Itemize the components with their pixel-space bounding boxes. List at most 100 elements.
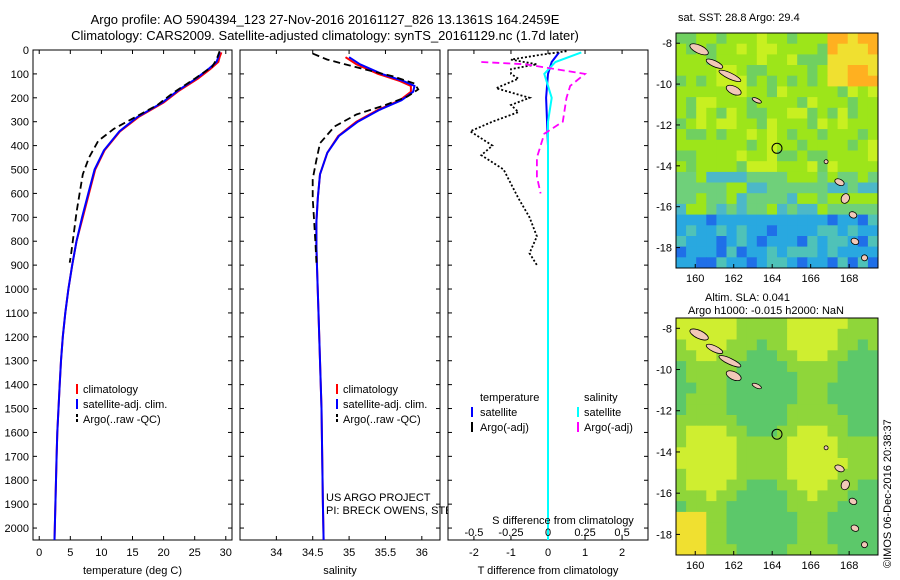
sla-map-cell — [797, 350, 808, 362]
sst-map-cell — [686, 193, 697, 205]
legend-header-salinity: salinity — [584, 392, 618, 404]
sst-map-cell — [686, 97, 697, 109]
sst-map-cell — [746, 161, 758, 173]
sst-map-cell — [787, 203, 798, 216]
island — [705, 58, 724, 69]
sst-map-cell — [867, 118, 879, 130]
sst-map-cell — [837, 214, 849, 226]
sst-map-cell — [746, 150, 758, 162]
sla-map-cell — [746, 447, 758, 459]
sst-map-cell — [837, 54, 849, 66]
sla-map-cell — [807, 350, 818, 362]
sla-map-cell — [716, 328, 727, 341]
sla-map-cell — [787, 533, 798, 545]
sla-map-cell — [847, 501, 859, 513]
sla-map-cell — [756, 511, 768, 524]
temperature-xlabel: temperature (deg C) — [83, 565, 182, 577]
sst-map-cell — [857, 193, 869, 205]
sla-map-cell — [756, 328, 768, 341]
sst-map-cell — [686, 246, 697, 258]
sst-map-cell — [686, 150, 697, 162]
island — [725, 84, 742, 96]
sla-map-cell — [756, 501, 768, 513]
sla-map-cell — [857, 479, 869, 491]
sst-map-cell — [736, 225, 748, 237]
sla-map-cell — [857, 328, 869, 341]
sst-map-cell — [696, 75, 707, 87]
map-ytick-label: -16 — [656, 488, 672, 500]
sst-map-cell — [736, 43, 748, 55]
sla-map-cell — [817, 371, 828, 384]
sst-map-cell — [867, 54, 879, 66]
sst-map-cell — [797, 214, 808, 226]
sst-map-cell — [706, 33, 717, 45]
sst-map-cell — [807, 236, 818, 248]
sst-map-cell — [817, 43, 828, 55]
sla-map-cell — [777, 544, 788, 556]
sla-map-cell — [686, 533, 697, 545]
sla-map-cell — [797, 458, 808, 470]
island — [861, 254, 868, 262]
sst-map-cell — [807, 182, 818, 194]
sst-map-cell — [746, 203, 758, 216]
sla-map-cell — [857, 522, 869, 534]
sst-map-cell — [827, 246, 839, 258]
sla-map-cell — [736, 318, 748, 330]
sla-map-cell — [696, 511, 707, 524]
sla-map-cell — [847, 328, 859, 341]
diff-s-tick-label: 0.5 — [614, 527, 629, 539]
sst-map-cell — [817, 161, 828, 173]
salinity-legend-label: climatology — [343, 384, 399, 396]
sst-map-cell — [696, 33, 707, 45]
sla-map-cell — [716, 404, 727, 416]
sst-map-cell — [706, 161, 717, 173]
sla-map-cell — [766, 318, 778, 330]
sla-map-cell — [746, 318, 758, 330]
sst-map-cell — [686, 236, 697, 248]
sla-map-cell — [736, 447, 748, 459]
sla-map-cell — [847, 371, 859, 384]
sla-map-cell — [807, 393, 818, 405]
sla-map-cell — [837, 533, 849, 545]
sst-map-cell — [686, 75, 697, 87]
sst-map-cell — [736, 54, 748, 66]
sst-map-cell — [746, 236, 758, 248]
sst-map-cell — [797, 75, 808, 87]
sst-map-cell — [686, 257, 697, 269]
sst-map-cell — [787, 193, 798, 205]
sla-map-cell — [706, 458, 717, 470]
sla-map-cell — [797, 468, 808, 481]
sla-map-cell — [857, 458, 869, 470]
sla-map-cell — [756, 339, 768, 351]
sla-map-cell — [736, 468, 748, 481]
sla-map-cell — [847, 382, 859, 394]
sst-map-cell — [726, 54, 738, 66]
sla-map-cell — [847, 318, 859, 330]
sst-map-cell — [807, 97, 818, 109]
sst-map-cell — [756, 246, 768, 258]
sla-map-cell — [807, 361, 818, 373]
sst-map-cell — [847, 225, 859, 237]
sla-map-cell — [746, 522, 758, 534]
sst-map-cell — [807, 193, 818, 205]
sla-map-cell — [756, 425, 768, 437]
sst-map-cell — [837, 86, 849, 98]
sla-map-cell — [827, 436, 839, 448]
map-ytick-label: -8 — [662, 38, 672, 50]
island — [861, 541, 868, 549]
depth-tick-label: 2000 — [5, 523, 29, 535]
sla-map-cell — [787, 501, 798, 513]
sst-map-cell — [797, 225, 808, 237]
sst-map-cell — [857, 257, 869, 269]
sla-map-cell — [756, 415, 768, 427]
sst-map-cell — [807, 139, 818, 151]
sla-map-cell — [797, 447, 808, 459]
sst-map-cell — [696, 236, 707, 248]
sla-map-cell — [847, 490, 859, 502]
sla-map-cell — [746, 425, 758, 437]
sla-map-cell — [857, 468, 869, 481]
sst-map-cell — [686, 214, 697, 226]
sla-map-cell — [696, 404, 707, 416]
sla-map-cell — [787, 371, 798, 384]
sst-map-cell — [716, 86, 727, 98]
